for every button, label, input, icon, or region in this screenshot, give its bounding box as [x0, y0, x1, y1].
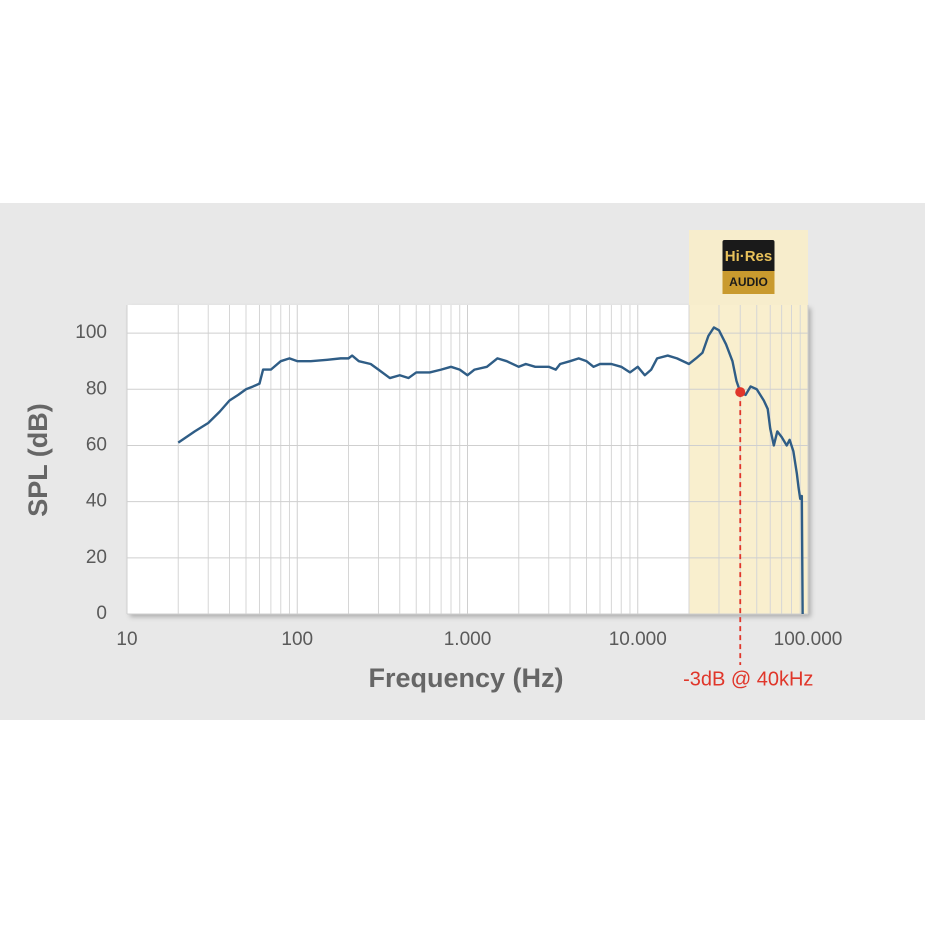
logo-text: Hi·Res [725, 248, 773, 265]
annotation-point [735, 387, 746, 398]
y-tick-label: 60 [86, 434, 107, 455]
logo-text: AUDIO [729, 275, 768, 289]
x-axis-label: Frequency (Hz) [368, 663, 563, 693]
y-tick-label: 40 [86, 491, 107, 512]
x-tick-label: 10.000 [609, 629, 667, 650]
y-tick-label: 20 [86, 547, 107, 568]
x-tick-label: 100.000 [774, 629, 843, 650]
y-tick-label: 100 [75, 322, 107, 343]
x-tick-label: 100 [281, 629, 313, 650]
annotation-text: -3dB @ 40kHz [683, 668, 813, 690]
response-line [177, 326, 804, 615]
y-tick-label: 0 [96, 603, 107, 624]
logo-gold [722, 271, 775, 294]
y-axis-label: SPL (dB) [23, 403, 53, 517]
x-tick-label: 1.000 [444, 629, 492, 650]
x-tick-label: 10 [116, 629, 137, 650]
y-tick-label: 80 [86, 378, 107, 399]
